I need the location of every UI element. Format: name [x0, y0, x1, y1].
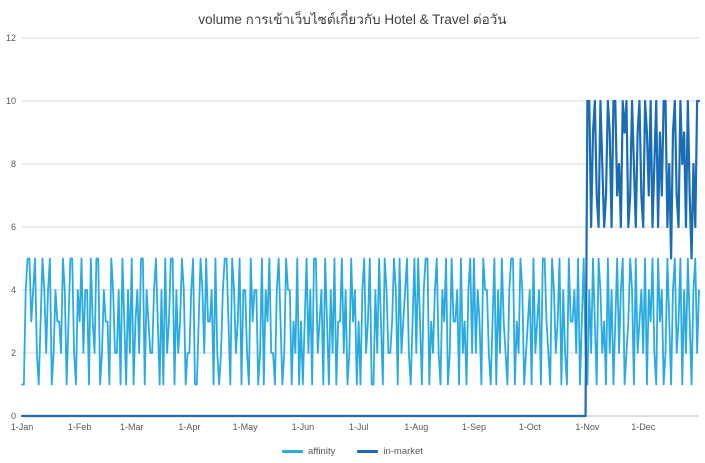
x-tick-label: 1-Nov	[575, 422, 600, 432]
x-tick-label: 1-Jun	[292, 422, 315, 432]
y-tick-label: 6	[11, 222, 16, 232]
chart-title: volume การเข้าเว็บไซต์เกี่ยวกับ Hotel & …	[198, 12, 507, 27]
x-tick-label: 1-Apr	[178, 422, 200, 432]
y-tick-label: 0	[11, 411, 16, 421]
legend-label-affinity: affinity	[308, 446, 336, 457]
in-market-series-line	[20, 99, 701, 418]
x-tick-label: 1-Mar	[120, 422, 144, 432]
legend-item-affinity: affinity	[282, 446, 335, 457]
legend-label-in-market: in-market	[383, 446, 423, 457]
x-tick-label: 1-Jul	[349, 422, 369, 432]
x-tick-label: 1-Feb	[68, 422, 92, 432]
x-tick-label: 1-Jan	[11, 422, 34, 432]
x-tick-label: 1-May	[233, 422, 259, 432]
y-tick-label: 2	[11, 348, 16, 358]
affinity-series-line	[21, 257, 700, 386]
x-tick-label: 1-Dec	[631, 422, 656, 432]
y-tick-label: 8	[11, 159, 16, 169]
legend-item-in-market: in-market	[357, 446, 423, 457]
y-tick-label: 10	[6, 96, 16, 106]
x-tick-label: 1-Oct	[519, 422, 542, 432]
legend: affinity in-market	[0, 446, 705, 457]
y-tick-label: 4	[11, 285, 16, 295]
affinity-line-swatch	[282, 450, 304, 453]
x-tick-label: 1-Sep	[462, 422, 486, 432]
x-tick-label: 1-Aug	[404, 422, 428, 432]
in-market-line-swatch	[357, 450, 379, 453]
y-tick-label: 12	[6, 33, 16, 43]
